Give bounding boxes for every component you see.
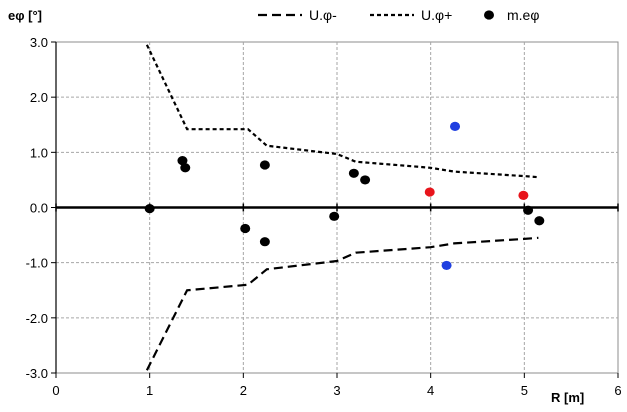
data-point [259,237,270,247]
x-tick-label: 6 [614,383,621,398]
data-point [177,156,188,166]
y-tick-label: -1.0 [26,256,48,271]
legend-swatch [484,10,494,20]
y-tick-label: -2.0 [26,311,48,326]
data-point [240,223,251,234]
x-tick-label: 1 [146,383,153,398]
data-point [424,187,435,197]
data-point [518,190,529,200]
axes: 0 1 2 3 4 5 6 3.0 2.0 1.0 0.0 -1.0 -2.0 -3.0 [26,35,622,398]
x-tick-label: 2 [240,383,247,398]
x-axis-title: R [m] [551,390,584,405]
data-point [360,175,371,185]
data-point [450,121,461,132]
data-point [259,160,270,170]
data-point [144,204,155,214]
legend-label: U.φ- [309,7,337,23]
y-tick-label: 2.0 [30,90,48,105]
series-layer [144,44,545,371]
y-tick-label: -3.0 [26,366,48,381]
legend-label: m.eφ [507,7,539,23]
data-point [348,168,359,178]
x-tick-label: 4 [427,383,434,398]
legend-label: U.φ+ [421,7,452,23]
x-tick-label: 5 [521,383,528,398]
series-line [145,236,539,371]
data-point [329,211,340,221]
data-point [180,163,191,173]
y-tick-label: 3.0 [30,35,48,50]
data-point [523,205,534,215]
x-tick-label: 0 [52,383,59,398]
y-tick-label: 0.0 [30,201,48,216]
data-point [534,216,545,226]
data-point [441,260,452,271]
y-axis-title: eφ [°] [8,8,42,23]
y-tick-label: 1.0 [30,145,48,160]
series-line [145,44,539,179]
legend: U.φ- U.φ+ m.eφ [258,7,539,23]
x-tick-label: 3 [333,383,340,398]
